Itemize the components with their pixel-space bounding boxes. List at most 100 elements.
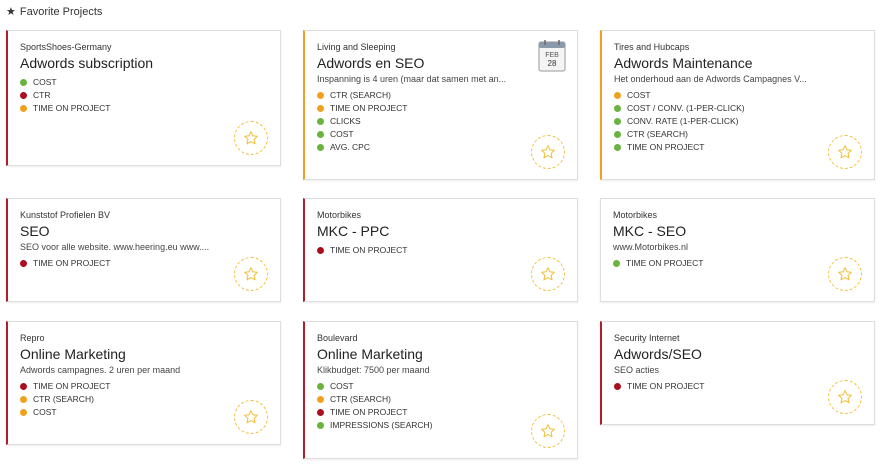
metric-item: TIME ON PROJECT xyxy=(20,257,268,270)
metric-list: TIME ON PROJECT xyxy=(317,244,565,257)
status-dot-icon xyxy=(317,247,324,254)
star-outline-icon xyxy=(243,266,259,282)
metric-list: COST COST / CONV. (1-PER-CLICK) CONV. RATE… xyxy=(614,89,862,154)
favorite-star-button[interactable] xyxy=(531,135,565,169)
status-dot-icon xyxy=(614,144,621,151)
calendar-day: 28 xyxy=(548,59,557,68)
calendar-month: FEB xyxy=(545,52,559,59)
project-card[interactable]: SportsShoes-Germany Adwords subscription C… xyxy=(6,30,281,166)
metric-item: COST xyxy=(317,128,565,141)
metric-label: COST xyxy=(627,90,651,100)
metric-label: TIME ON PROJECT xyxy=(33,258,111,268)
status-dot-icon xyxy=(20,260,27,267)
project-card[interactable]: Tires and Hubcaps Adwords Maintenance Het … xyxy=(600,30,875,180)
status-dot-icon xyxy=(20,383,27,390)
metric-item: COST xyxy=(317,380,565,393)
metric-item: TIME ON PROJECT xyxy=(613,257,862,270)
metric-label: COST xyxy=(330,381,354,391)
metric-label: TIME ON PROJECT xyxy=(330,245,408,255)
metric-item: TIME ON PROJECT xyxy=(20,102,268,115)
metric-item: TIME ON PROJECT xyxy=(317,102,565,115)
status-dot-icon xyxy=(317,383,324,390)
metric-item: CLICKS xyxy=(317,115,565,128)
metric-item: TIME ON PROJECT xyxy=(614,141,862,154)
project-card[interactable]: Security Internet Adwords/SEO SEO acties TI… xyxy=(600,321,875,425)
project-card[interactable]: Boulevard Online Marketing Klikbudget: 750… xyxy=(303,321,578,459)
favorite-star-button[interactable] xyxy=(531,414,565,448)
metric-item: CTR (SEARCH) xyxy=(614,128,862,141)
status-dot-icon xyxy=(614,92,621,99)
favorite-star-button[interactable] xyxy=(828,380,862,414)
status-dot-icon xyxy=(20,396,27,403)
project-description: SEO voor alle website. www.heering.eu ww… xyxy=(20,242,210,252)
metric-label: CLICKS xyxy=(330,116,361,126)
status-dot-icon xyxy=(20,79,27,86)
metric-item: CTR (SEARCH) xyxy=(317,89,565,102)
project-description: www.Motorbikes.nl xyxy=(613,242,689,252)
project-title[interactable]: Online Marketing xyxy=(20,346,126,362)
metric-item: TIME ON PROJECT xyxy=(317,244,565,257)
favorite-star-button[interactable] xyxy=(828,257,862,291)
metric-item: AVG. CPC xyxy=(317,141,565,154)
metric-label: TIME ON PROJECT xyxy=(330,407,408,417)
metric-label: TIME ON PROJECT xyxy=(627,142,705,152)
status-dot-icon xyxy=(614,383,621,390)
metric-label: COST xyxy=(330,129,354,139)
metric-item: CONV. RATE (1-PER-CLICK) xyxy=(614,115,862,128)
status-dot-icon xyxy=(317,144,324,151)
metric-list: TIME ON PROJECT xyxy=(613,257,862,270)
section-title-label: Favorite Projects xyxy=(19,5,103,18)
metric-label: CTR (SEARCH) xyxy=(330,394,391,404)
client-name: Motorbikes xyxy=(317,210,362,220)
project-card[interactable]: Motorbikes MKC - SEO www.Motorbikes.nl TIME… xyxy=(600,198,875,302)
status-dot-icon xyxy=(613,260,620,267)
project-title[interactable]: Adwords subscription xyxy=(20,55,154,71)
metric-label: COST xyxy=(33,407,57,417)
project-description: Adwords campagnes. 2 uren per maand xyxy=(20,365,181,375)
metric-label: TIME ON PROJECT xyxy=(33,381,111,391)
metric-list: TIME ON PROJECT xyxy=(614,380,862,393)
project-card[interactable]: Living and Sleeping Adwords en SEO Inspann… xyxy=(303,30,578,180)
favorite-star-button[interactable] xyxy=(828,135,862,169)
status-dot-icon xyxy=(317,92,324,99)
project-card[interactable]: Motorbikes MKC - PPC TIME ON PROJECT xyxy=(303,198,578,302)
star-icon: ★ xyxy=(6,6,16,18)
project-title[interactable]: Adwords Maintenance xyxy=(614,55,753,71)
metric-item: COST / CONV. (1-PER-CLICK) xyxy=(614,102,862,115)
project-card[interactable]: Kunststof Profielen BV SEO SEO voor alle w… xyxy=(6,198,281,302)
metric-item: TIME ON PROJECT xyxy=(614,380,862,393)
metric-list: CTR (SEARCH) TIME ON PROJECT CLICKS COST AVG… xyxy=(317,89,565,154)
status-dot-icon xyxy=(20,105,27,112)
status-dot-icon xyxy=(20,92,27,99)
client-name: SportsShoes-Germany xyxy=(20,42,112,52)
favorite-star-button[interactable] xyxy=(234,121,268,155)
status-dot-icon xyxy=(20,409,27,416)
star-outline-icon xyxy=(837,144,853,160)
project-card[interactable]: Repro Online Marketing Adwords campagnes. … xyxy=(6,321,281,445)
star-outline-icon xyxy=(540,266,556,282)
project-title[interactable]: MKC - PPC xyxy=(317,223,390,239)
project-title[interactable]: Adwords en SEO xyxy=(317,55,425,71)
client-name: Boulevard xyxy=(317,333,358,343)
favorite-star-button[interactable] xyxy=(234,400,268,434)
status-dot-icon xyxy=(317,105,324,112)
status-dot-icon xyxy=(614,105,621,112)
project-title[interactable]: MKC - SEO xyxy=(613,223,687,239)
status-dot-icon xyxy=(317,396,324,403)
project-title[interactable]: SEO xyxy=(20,223,50,239)
project-title[interactable]: Adwords/SEO xyxy=(614,346,702,362)
project-description: Inspanning is 4 uren (maar dat samen met… xyxy=(317,74,507,84)
metric-label: COST xyxy=(33,77,57,87)
client-name: Tires and Hubcaps xyxy=(614,42,690,52)
client-name: Motorbikes xyxy=(613,210,658,220)
favorite-star-button[interactable] xyxy=(234,257,268,291)
favorite-star-button[interactable] xyxy=(531,257,565,291)
metric-item: CTR (SEARCH) xyxy=(317,393,565,406)
status-dot-icon xyxy=(317,131,324,138)
project-title[interactable]: Online Marketing xyxy=(317,346,423,362)
metric-item: IMPRESSIONS (SEARCH) xyxy=(317,419,565,432)
client-name: Living and Sleeping xyxy=(317,42,396,52)
metric-item: CTR (SEARCH) xyxy=(20,393,268,406)
metric-list: COST CTR TIME ON PROJECT xyxy=(20,76,268,115)
metric-item: COST xyxy=(20,76,268,89)
